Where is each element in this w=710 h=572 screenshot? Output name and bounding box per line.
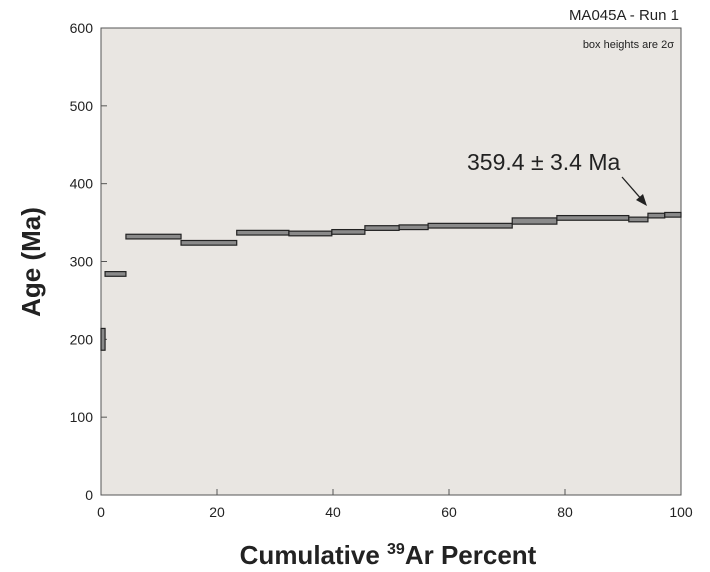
x-tick-label: 20	[209, 504, 225, 520]
age-box	[100, 327, 106, 351]
y-tick-label: 500	[70, 98, 94, 114]
age-box	[104, 271, 127, 277]
y-tick-label: 400	[70, 176, 94, 192]
annotation: 359.4 ± 3.4 Ma	[467, 149, 620, 175]
age-box	[288, 230, 333, 237]
age-box	[511, 217, 558, 225]
y-tick-label: 200	[70, 331, 94, 347]
y-axis-title: Age (Ma)	[16, 207, 46, 317]
age-box	[427, 222, 513, 229]
age-box	[398, 224, 429, 231]
x-tick-label: 0	[97, 504, 105, 520]
plot-area	[100, 27, 682, 496]
x-tick-label: 80	[557, 504, 573, 520]
x-axis-title-superscript: 39	[387, 541, 405, 558]
x-tick-label: 40	[325, 504, 341, 520]
x-tick-label: 100	[669, 504, 693, 520]
chart-title: MA045A - Run 1	[569, 7, 679, 24]
y-tick-label: 100	[70, 409, 94, 425]
x-axis-title-part: Cumulative	[240, 540, 387, 570]
y-tick-label: 0	[85, 487, 93, 503]
age-box	[125, 233, 182, 240]
age-box	[647, 212, 666, 219]
age-box	[664, 211, 682, 218]
x-tick-label: 60	[441, 504, 457, 520]
x-axis-title: Cumulative 39Ar Percent	[240, 540, 537, 570]
annotation-arrowhead	[636, 194, 647, 206]
age-box	[236, 229, 290, 236]
age-box	[364, 225, 400, 231]
x-axis-title-part: Ar Percent	[405, 540, 537, 570]
age-box	[331, 228, 366, 235]
age-box	[180, 239, 238, 246]
chart-subtitle: box heights are 2σ	[583, 39, 674, 51]
age-box	[556, 214, 630, 221]
y-tick-label: 600	[70, 20, 94, 36]
age-box	[628, 216, 649, 223]
y-tick-label: 300	[70, 254, 94, 270]
